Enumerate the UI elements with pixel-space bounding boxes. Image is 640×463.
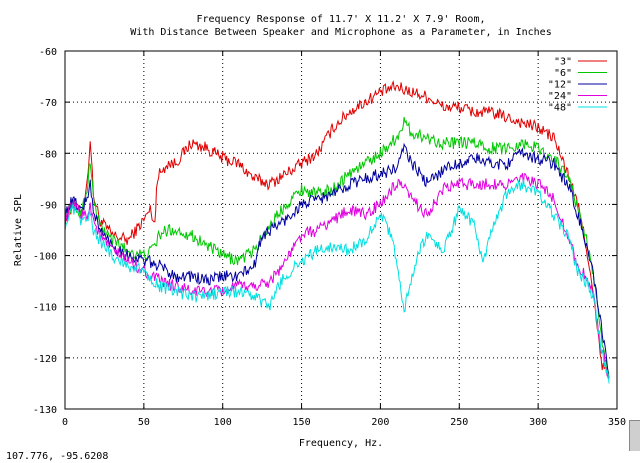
y-tick-label: -130: [33, 405, 57, 416]
y-tick-label: -120: [33, 354, 57, 365]
legend-label: "6": [554, 68, 572, 79]
plot-frame: [64, 50, 618, 410]
y-axis-label: Relative SPL: [13, 194, 24, 266]
series-line-4: [64, 179, 610, 384]
series-line-3: [64, 172, 610, 379]
x-tick-label: 150: [293, 417, 311, 428]
x-axis-label: Frequency, Hz.: [299, 438, 383, 449]
y-tick-label: -60: [39, 47, 57, 58]
axes: 0 50 100 150 200 250 300 350 -130 -120 -110 -100 -90…: [33, 47, 626, 428]
series-line-2: [64, 142, 610, 374]
grid: [65, 51, 617, 409]
legend-label: "24": [548, 91, 572, 102]
series-line-0: [64, 80, 610, 379]
y-tick-label: -80: [39, 149, 57, 160]
y-tick-label: -110: [33, 303, 57, 314]
legend: "3""6""12""24""48": [548, 57, 607, 114]
legend-label: "3": [554, 57, 572, 68]
chart-title-line-1: Frequency Response of 11.7' X 11.2' X 7.…: [197, 14, 486, 25]
y-tick-label: -100: [33, 252, 57, 263]
x-tick-label: 250: [450, 417, 468, 428]
legend-label: "12": [548, 80, 572, 91]
cursor-coordinates: 107.776, -95.6208: [6, 451, 109, 462]
x-tick-label: 350: [608, 417, 626, 428]
x-tick-label: 50: [138, 417, 150, 428]
legend-label: "48": [548, 103, 572, 114]
series-line-1: [64, 116, 610, 379]
y-tick-label: -70: [39, 98, 57, 109]
window-corner-button[interactable]: [629, 420, 640, 451]
x-tick-label: 300: [529, 417, 547, 428]
chart-title-line-2: With Distance Between Speaker and Microp…: [130, 27, 551, 38]
y-tick-label: -90: [39, 200, 57, 211]
x-tick-label: 100: [214, 417, 232, 428]
series-lines: [64, 80, 610, 384]
x-tick-label: 200: [371, 417, 389, 428]
x-tick-label: 0: [62, 417, 68, 428]
